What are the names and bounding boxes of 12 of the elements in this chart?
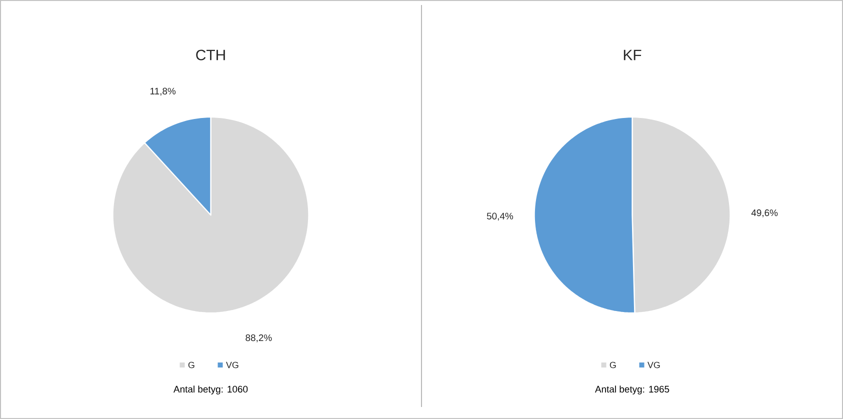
chart-title: KF <box>624 50 642 60</box>
text: Antal betyg: 1060 <box>173 386 248 394</box>
data-label: 49,6% <box>751 209 778 218</box>
legend-label: G <box>188 362 194 368</box>
chart-title: CTH <box>196 50 225 60</box>
legend-label: VG <box>226 362 238 368</box>
legend-label: VG <box>648 362 660 368</box>
text: Antal betyg: 1965 <box>595 386 670 394</box>
legend-label: G <box>610 362 616 368</box>
data-label: 88,2% <box>246 334 272 342</box>
data-label: 50,4% <box>486 212 514 221</box>
data-label: 11,8% <box>150 88 176 96</box>
